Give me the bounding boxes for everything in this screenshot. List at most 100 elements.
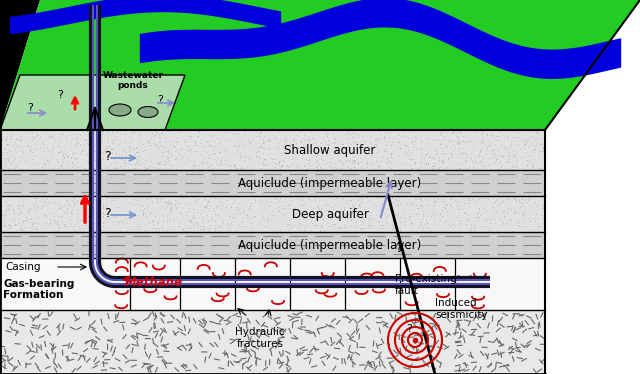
Point [67,208,77,214]
Point [453,206,463,212]
Point [77,164,88,170]
Point [32,224,42,230]
Point [504,127,514,133]
Point [0,163,8,169]
Point [529,218,540,224]
Point [304,196,314,202]
Point [273,145,284,151]
Point [521,140,531,146]
Point [216,199,226,205]
Point [411,146,421,152]
Point [174,223,184,229]
Point [95,157,106,163]
Point [470,226,480,232]
Point [295,150,305,156]
Point [294,221,305,227]
Point [462,217,472,223]
Point [273,162,284,168]
Point [502,196,513,202]
Point [394,208,404,214]
Point [308,145,318,151]
Point [289,151,300,157]
Point [538,202,548,208]
Point [31,195,42,201]
Point [351,212,361,218]
Point [11,163,21,169]
Point [127,226,137,232]
Point [252,229,262,235]
Point [143,200,154,206]
Bar [0,170,545,196]
Polygon shape [545,0,640,374]
Point [202,201,212,207]
Point [527,142,537,148]
Point [70,156,81,162]
Point [22,129,33,135]
Point [75,141,85,147]
Point [362,160,372,166]
Point [294,164,305,170]
Point [446,222,456,228]
Point [394,136,404,142]
Point [393,228,403,234]
Point [452,202,462,208]
Point [421,160,431,166]
Point [125,130,135,136]
Point [346,210,356,216]
Point [305,128,315,134]
Point [429,217,439,223]
Point [361,160,371,166]
Point [284,217,294,223]
Point [138,147,148,153]
Point [286,217,296,223]
Point [248,225,258,231]
Point [301,166,311,172]
Point [428,212,438,218]
Point [382,156,392,162]
Point [36,164,47,170]
Point [86,198,97,204]
Point [466,193,476,199]
Point [77,147,88,153]
Point [530,134,540,140]
Polygon shape [0,75,185,130]
Point [242,163,252,169]
Point [360,228,370,234]
Point [495,164,506,170]
Point [509,197,520,203]
Point [514,199,524,205]
Point [410,138,420,144]
Point [42,221,52,227]
Point [29,162,40,168]
Point [333,159,344,165]
Point [343,212,353,218]
Point [101,143,111,149]
Point [0,152,6,158]
Bar [0,196,545,232]
Point [403,199,413,205]
Point [450,223,460,229]
Point [253,154,264,160]
Point [151,147,161,153]
Point [303,206,314,212]
Point [299,163,309,169]
Point [12,202,22,208]
Point [204,227,214,233]
Point [275,158,285,164]
Point [14,220,24,226]
Point [346,217,356,223]
Point [173,208,184,214]
Point [377,225,387,231]
Point [82,151,92,157]
Point [383,157,394,163]
Point [369,141,380,147]
Point [428,163,438,169]
Point [183,158,193,164]
Point [280,135,291,141]
Point [259,216,269,222]
Point [356,163,366,169]
Point [289,136,299,142]
Point [381,129,392,135]
Point [81,166,91,172]
Point [367,223,378,229]
